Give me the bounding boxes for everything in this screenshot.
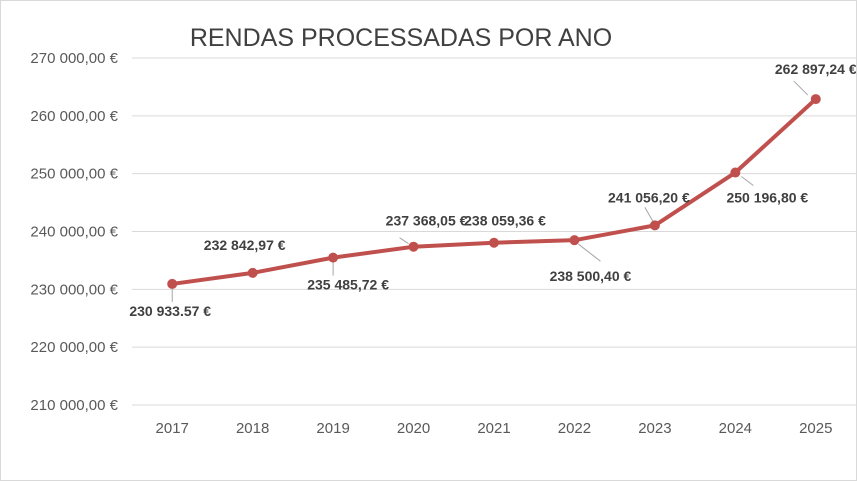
data-label-2018: 232 842,97 € — [204, 237, 286, 253]
y-tick-label: 240 000,00 € — [30, 224, 118, 241]
x-tick-label: 2017 — [156, 420, 189, 437]
data-label-2021: 238 059,36 € — [464, 213, 546, 229]
x-tick-label: 2024 — [719, 420, 752, 437]
x-tick-label: 2022 — [558, 420, 591, 437]
x-axis: 2017 2018 2019 2020 2021 2022 2023 2024 2025 — [156, 420, 833, 437]
y-tick-label: 210 000,00 € — [30, 397, 118, 414]
y-tick-label: 230 000,00 € — [30, 281, 118, 298]
y-tick-label: 250 000,00 € — [30, 166, 118, 183]
leader-line-2020 — [399, 237, 409, 245]
data-label-2022: 238 500,40 € — [550, 268, 632, 284]
data-label-2019: 235 485,72 € — [307, 277, 389, 293]
x-tick-label: 2023 — [638, 420, 671, 437]
data-label-2025: 262 897,24 € — [775, 61, 856, 77]
data-point-2024 — [730, 167, 741, 178]
data-label-2023: 241 056,20 € — [608, 189, 690, 205]
y-axis: 210 000,00 € 220 000,00 € 230 000,00 € 240 … — [30, 50, 118, 414]
data-label-2024: 250 196,80 € — [726, 190, 808, 206]
data-point-2020 — [408, 241, 419, 252]
leader-line-2023 — [644, 207, 654, 222]
data-labels: 230 933.57 € 232 842,97 € 235 485,72 € 237 … — [129, 61, 856, 319]
leader-line-2024 — [741, 176, 754, 186]
gridlines — [132, 57, 856, 406]
y-tick-label: 220 000,00 € — [30, 339, 118, 356]
leader-line-2025 — [793, 80, 809, 96]
series-line — [170, 97, 818, 286]
x-tick-label: 2018 — [236, 420, 269, 437]
data-point-2022 — [569, 235, 580, 246]
x-tick-label: 2020 — [397, 420, 430, 437]
data-point-2019 — [328, 252, 339, 263]
data-point-2025 — [810, 94, 821, 105]
data-point-2023 — [649, 220, 660, 231]
series-line-group — [170, 97, 818, 286]
y-tick-label: 260 000,00 € — [30, 108, 118, 125]
data-label-2020: 237 368,05 € — [386, 213, 468, 229]
y-tick-label: 270 000,00 € — [30, 50, 118, 67]
x-tick-label: 2025 — [799, 420, 832, 437]
x-tick-label: 2019 — [316, 420, 349, 437]
label-leader-lines — [171, 80, 809, 302]
data-label-2017: 230 933.57 € — [129, 303, 211, 319]
data-point-2017 — [167, 278, 178, 289]
chart-title: RENDAS PROCESSADAS POR ANO — [190, 24, 612, 52]
leader-line-2022 — [578, 243, 601, 262]
data-point-2018 — [247, 267, 258, 278]
data-points — [167, 94, 821, 289]
data-point-2021 — [489, 237, 499, 248]
x-tick-label: 2021 — [477, 420, 510, 437]
